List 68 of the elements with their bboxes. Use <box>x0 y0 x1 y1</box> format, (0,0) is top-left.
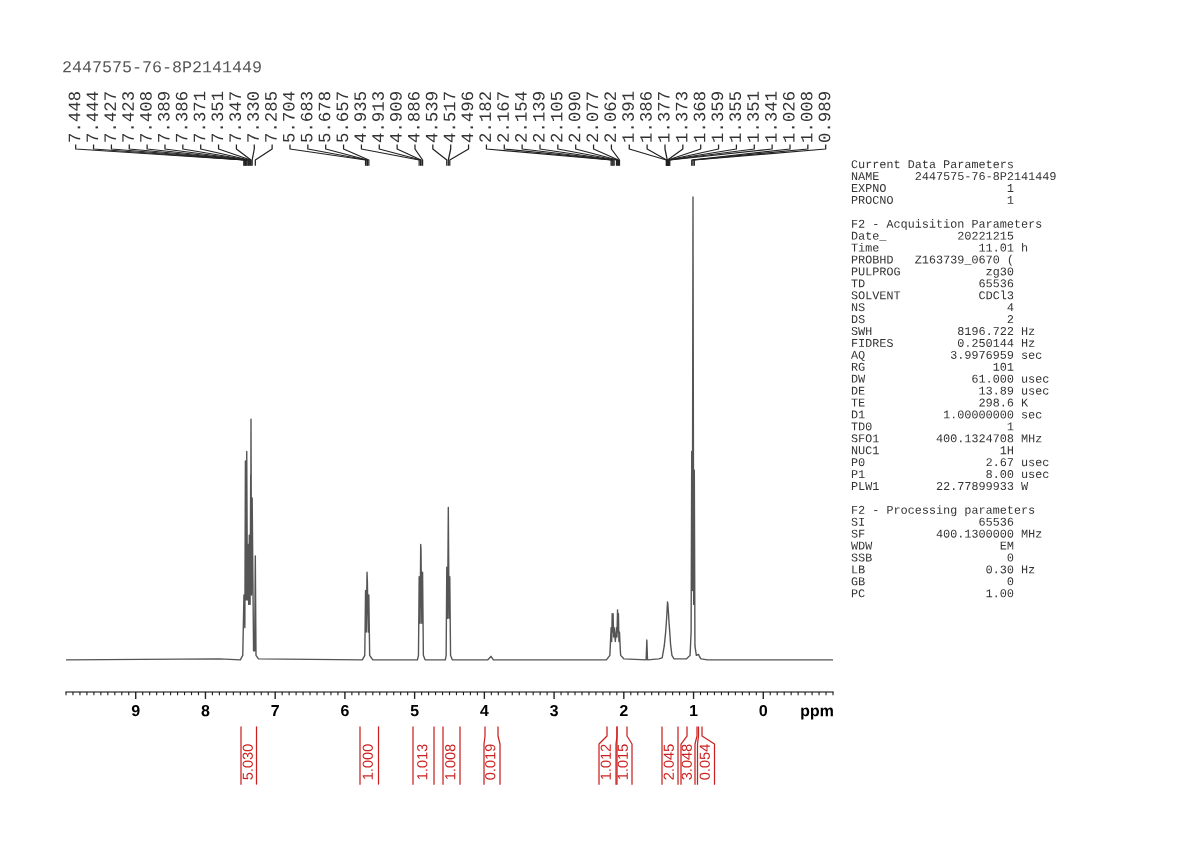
annotation: 2.090 <box>568 91 581 142</box>
x-axis-title: ppm <box>801 707 833 720</box>
x-tick-label: 0 <box>759 704 768 717</box>
annotation: 4.909 <box>390 92 402 143</box>
annotation: 1.341 <box>765 91 777 142</box>
x-tick-label: 2 <box>619 704 628 717</box>
annotation: 1.391 <box>622 91 634 142</box>
x-tick-label: 4 <box>480 705 489 717</box>
annotation: 2.062 <box>604 92 617 142</box>
annotation: 2.077 <box>586 92 599 142</box>
annotation: 5.704 <box>282 91 295 142</box>
annotation: 5.657 <box>336 92 349 142</box>
text: 1.012 <box>600 744 611 780</box>
annotation: 1.373 <box>675 92 688 142</box>
annotation: 4.886 <box>407 92 420 143</box>
chart-title: 2447575-76-8P2141449 <box>63 61 261 73</box>
annotation: 4.496 <box>461 92 474 143</box>
text: 2.045 <box>663 744 674 780</box>
annotation: 4.935 <box>354 92 367 143</box>
annotation: 4.517 <box>443 92 456 143</box>
annotation: 5.678 <box>318 92 331 142</box>
x-tick-label: 5 <box>410 705 419 717</box>
annotation: 7.448 <box>68 92 81 142</box>
text: 5.030 <box>242 744 253 780</box>
annotation: 2.154 <box>515 91 527 142</box>
annotation: 2.182 <box>479 92 492 142</box>
text: 0.054 <box>699 744 710 780</box>
x-tick-label: 7 <box>271 705 279 717</box>
annotation: 4.913 <box>372 92 384 143</box>
annotation: 1.359 <box>711 92 724 142</box>
annotation: 4.539 <box>425 92 438 143</box>
annotation: 7.427 <box>104 92 116 142</box>
annotation: 1.377 <box>657 92 670 142</box>
annotation: 7.347 <box>229 92 242 142</box>
x-tick-label: 9 <box>131 704 140 717</box>
x-tick-label: 6 <box>341 704 349 717</box>
annotation: 0.989 <box>818 92 831 142</box>
text: 1.013 <box>417 744 428 780</box>
annotation: 7.389 <box>157 92 170 142</box>
annotation: 1.355 <box>729 92 742 142</box>
text: 0.019 <box>485 744 496 780</box>
annotation: 1.386 <box>640 92 652 142</box>
x-tick-label: 1 <box>690 705 698 717</box>
text: F2 - Processing parameters SI 65536 SF 400.1300000 MHz WDW EM SSB 0 LB 0.30 Hz GB 0 PC 1.00 <box>851 505 1042 598</box>
text: 1.000 <box>362 744 373 780</box>
annotation: 1.351 <box>747 91 759 142</box>
annotation: 7.351 <box>211 91 224 142</box>
annotation: 1.368 <box>693 92 706 142</box>
annotation: 7.423 <box>122 92 134 142</box>
text: 1.008 <box>445 744 456 780</box>
text: 3.048 <box>681 744 692 780</box>
x-tick-label: 8 <box>201 704 210 717</box>
text: Current Data Parameters NAME 2447575-76-8P2141449 EXPNO 1 PROCNO 1 <box>851 160 1056 204</box>
text: 1.015 <box>617 744 628 780</box>
annotation: 5.683 <box>300 92 313 142</box>
annotation: 7.408 <box>140 92 152 142</box>
annotation: 7.330 <box>247 91 259 142</box>
annotation: 7.444 <box>86 91 99 142</box>
annotation: 2.139 <box>532 92 545 142</box>
x-tick-label: 3 <box>550 704 558 717</box>
annotation: 2.105 <box>550 92 563 142</box>
text: F2 - Acquisition Parameters Date_ 20221215 Time 11.01 h PROBHD Z163739_0670 ( PULPROG zg30 TD 65536 SOLVENT CDCl3 NS 4 DS 2 SWH 8196.722 Hz FIDRES 0.250144 Hz AQ 3.9976959 sec RG 101 DW 61.000 usec DE 13.89 usec TE 298.6 K D1 1.00000000 sec TD0 1 SFO1 400.1324708 MHz NUC1 1H P0 2.67 usec P1 8.00 usec PLW1 22.77899933 W <box>851 219 1049 491</box>
annotation: 7.285 <box>265 92 277 142</box>
annotation: 1.026 <box>782 92 795 142</box>
annotation: 1.008 <box>800 92 813 142</box>
annotation: 7.371 <box>193 91 206 142</box>
annotation: 2.167 <box>497 92 509 142</box>
annotation: 7.386 <box>175 92 188 142</box>
